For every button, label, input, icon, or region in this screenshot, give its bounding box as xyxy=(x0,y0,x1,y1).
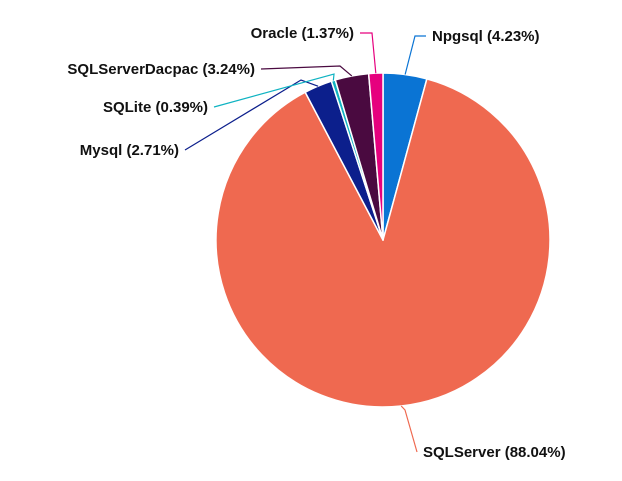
pie-slices xyxy=(215,72,551,408)
leader-lines xyxy=(184,32,426,453)
slice-label-oracle: Oracle (1.37%) xyxy=(251,25,354,42)
slice-label-npgsql: Npgsql (4.23%) xyxy=(432,28,540,45)
slice-label-mysql: Mysql (2.71%) xyxy=(80,142,179,159)
leader-line-sqlserver xyxy=(400,405,418,453)
slice-labels: Npgsql (4.23%) SQLServer (88.04%) Mysql (2… xyxy=(67,25,565,461)
leader-line-sqlite xyxy=(213,73,335,108)
leader-line-npgsql xyxy=(404,35,426,75)
pie-slice-oracle[interactable] xyxy=(367,72,384,241)
slice-label-sqlserverdacpac: SQLServerDacpac (3.24%) xyxy=(67,61,255,78)
slice-label-sqlite: SQLite (0.39%) xyxy=(103,99,208,116)
slice-label-sqlserver: SQLServer (88.04%) xyxy=(423,444,566,461)
leader-line-sqlserverdacpac xyxy=(260,65,353,77)
leader-line-mysql xyxy=(184,79,319,151)
leader-line-oracle xyxy=(360,32,377,74)
